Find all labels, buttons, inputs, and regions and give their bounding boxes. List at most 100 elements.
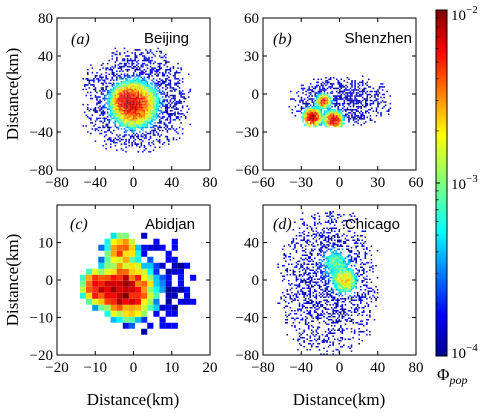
heatmap-cell	[88, 87, 91, 89]
heatmap-cell	[149, 85, 152, 88]
heatmap-cell	[135, 310, 142, 317]
heatmap-cell	[154, 91, 156, 94]
heatmap-cell	[333, 275, 336, 277]
heatmap-cell	[131, 96, 133, 98]
heatmap-cell	[111, 76, 114, 79]
heatmap-cell	[300, 257, 302, 259]
heatmap-cell	[333, 322, 336, 324]
heatmap-cell	[131, 75, 133, 77]
heatmap-cell	[106, 91, 109, 94]
heatmap-cell	[99, 68, 101, 71]
heatmap-cell	[305, 90, 307, 93]
heatmap-cell	[97, 100, 100, 103]
heatmap-cell	[103, 90, 106, 92]
heatmap-cell	[354, 99, 356, 102]
heatmap-cell	[337, 124, 339, 126]
heatmap-cell	[318, 301, 321, 303]
heatmap-cell	[169, 114, 172, 117]
heatmap-cell	[309, 314, 311, 316]
heatmap-cell	[303, 236, 305, 238]
heatmap-cell	[337, 102, 339, 105]
heatmap-cell	[314, 102, 317, 105]
heatmap-cell	[352, 212, 354, 214]
heatmap-cell	[146, 106, 149, 109]
heatmap-cell	[333, 235, 336, 237]
heatmap-cell	[335, 250, 338, 252]
heatmap-cell	[160, 126, 162, 129]
heatmap-cell	[172, 137, 175, 139]
heatmap-cell	[304, 298, 307, 300]
heatmap-cell	[137, 93, 140, 95]
heatmap-cell	[369, 118, 372, 120]
heatmap-cell	[341, 307, 344, 309]
heatmap-cell	[351, 110, 353, 112]
heatmap-cell	[329, 227, 331, 229]
heatmap-cell	[105, 125, 107, 127]
heatmap-cell	[304, 320, 307, 322]
heatmap-cell	[369, 334, 371, 336]
heatmap-cell	[360, 113, 362, 116]
heatmap-cell	[102, 79, 104, 82]
heatmap-cell	[309, 251, 311, 253]
y-tick-label: 80	[38, 11, 53, 27]
heatmap-cell	[361, 93, 364, 96]
heatmap-cell	[131, 126, 133, 129]
heatmap-cell	[346, 328, 348, 330]
heatmap-cell	[134, 120, 136, 123]
heatmap-cell	[363, 115, 365, 117]
heatmap-cell	[163, 123, 166, 126]
heatmap-cell	[314, 118, 317, 120]
heatmap-cell	[343, 287, 345, 289]
heatmap-cell	[174, 129, 176, 132]
heatmap-cell	[303, 296, 305, 298]
heatmap-cell	[356, 295, 359, 297]
x-tick-label: −40	[290, 360, 313, 376]
heatmap-cell	[157, 96, 159, 98]
heatmap-cell	[334, 113, 336, 116]
heatmap-cell	[126, 94, 129, 97]
heatmap-cell	[327, 301, 330, 303]
heatmap-cell	[158, 99, 161, 101]
heatmap-cell	[148, 111, 150, 113]
heatmap-cell	[364, 278, 367, 280]
heatmap-cell	[113, 96, 115, 98]
heatmap-cell	[368, 93, 370, 96]
heatmap-cells-shenzhen	[288, 75, 392, 128]
heatmap-cell	[142, 71, 144, 74]
heatmap-cell	[331, 84, 333, 87]
heatmap-cell	[335, 299, 338, 301]
heatmap-cell	[363, 89, 365, 91]
heatmap-cell	[110, 298, 117, 305]
heatmap-cell	[358, 111, 361, 114]
heatmap-cell	[326, 113, 329, 116]
heatmap-cell	[145, 113, 147, 115]
heatmap-cell	[333, 271, 336, 273]
heatmap-cell	[169, 79, 172, 82]
heatmap-cell	[303, 287, 305, 289]
heatmap-cell	[120, 120, 123, 123]
heatmap-cell	[91, 114, 94, 117]
heatmap-cell	[143, 103, 146, 106]
heatmap-cell	[149, 93, 152, 95]
heatmap-cell	[333, 263, 336, 265]
heatmap-cell	[131, 143, 133, 145]
heatmap-cell	[325, 115, 327, 117]
heatmap-cell	[159, 304, 166, 311]
heatmap-cell	[361, 115, 364, 117]
heatmap-cell	[366, 253, 368, 255]
heatmap-cell	[300, 344, 302, 346]
heatmap-cell	[350, 344, 353, 346]
heatmap-cell	[323, 259, 325, 261]
heatmap-cell	[312, 115, 315, 117]
heatmap-cell	[324, 262, 327, 264]
heatmap-cell	[178, 91, 181, 94]
heatmap-cell	[315, 296, 318, 298]
heatmap-cell	[337, 329, 339, 331]
heatmap-cell	[122, 123, 124, 126]
heatmap-cell	[367, 304, 370, 306]
heatmap-cell	[294, 313, 296, 315]
heatmap-cell	[340, 289, 342, 291]
heatmap-cell	[143, 87, 146, 89]
heatmap-cell	[123, 88, 126, 91]
